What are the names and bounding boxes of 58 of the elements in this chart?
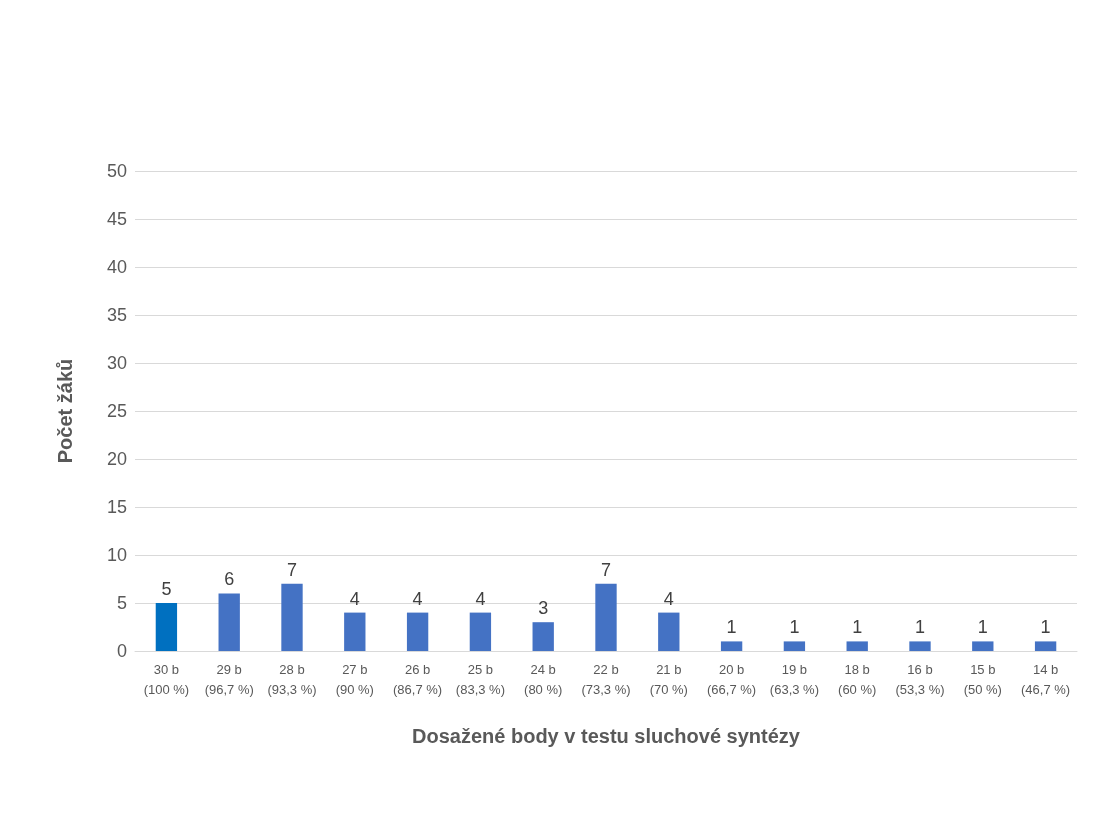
bar <box>720 641 743 651</box>
bar <box>846 641 868 651</box>
bar <box>281 583 303 651</box>
x-tick-label: 29 b (96,7 %) <box>204 661 254 697</box>
data-label: 1 <box>852 617 863 638</box>
x-tick-label: 26 b (86,7 %) <box>393 661 443 697</box>
y-tick-label: 40 <box>106 257 127 277</box>
x-tick-label: 22 b (73,3 %) <box>581 661 631 697</box>
data-label: 5 <box>161 579 172 599</box>
x-axis-title: Dosažené body v testu sluchové syntézy <box>412 725 801 747</box>
y-tick-label: 50 <box>106 161 127 181</box>
x-tick-label: 27 b (90 %) <box>335 661 374 697</box>
y-tick-label: 30 <box>106 353 127 373</box>
x-tick-label: 20 b (66,7 %) <box>707 661 757 697</box>
x-tick-label: 14 b (46,7 %) <box>1021 661 1071 697</box>
data-label: 1 <box>1040 617 1051 638</box>
x-tick-label: 28 b (93,3 %) <box>267 661 317 697</box>
data-label: 4 <box>349 588 360 609</box>
data-label: 3 <box>538 598 549 619</box>
x-tick-label: 21 b (70 %) <box>649 661 688 697</box>
bar <box>972 641 994 651</box>
y-axis-title: Počet žáků <box>54 358 76 464</box>
bar <box>155 603 178 651</box>
x-tick-label: 30 b (100 %) <box>143 661 190 697</box>
data-label: 4 <box>475 588 486 609</box>
y-tick-label: 5 <box>116 593 127 613</box>
x-tick-label: 18 b (60 %) <box>838 661 877 697</box>
bar <box>532 622 554 651</box>
bar <box>658 612 680 651</box>
x-tick-label: 24 b (80 %) <box>524 661 563 697</box>
bar <box>783 641 806 651</box>
x-tick-label: 19 b (63,3 %) <box>769 661 819 697</box>
bar <box>344 612 366 651</box>
y-tick-label: 25 <box>106 401 127 421</box>
bar <box>218 593 240 651</box>
bar <box>1034 641 1057 651</box>
bar <box>469 612 492 651</box>
y-tick-label: 15 <box>106 497 127 517</box>
x-tick-label: 16 b (53,3 %) <box>895 661 945 697</box>
x-tick-label: 15 b (50 %) <box>963 661 1002 697</box>
y-tick-label: 45 <box>106 209 127 229</box>
data-label: 1 <box>914 617 926 638</box>
data-label: 1 <box>977 617 988 638</box>
data-label: 4 <box>412 588 423 609</box>
bar <box>595 583 617 651</box>
data-label: 1 <box>726 617 737 638</box>
y-tick-label: 10 <box>106 545 127 565</box>
y-tick-label: 20 <box>106 449 127 469</box>
y-tick-label: 0 <box>116 641 127 661</box>
bar <box>406 612 429 651</box>
x-tick-label: 25 b (83,3 %) <box>455 661 505 697</box>
data-label: 1 <box>789 617 800 638</box>
data-label: 7 <box>600 559 612 580</box>
data-label: 6 <box>224 569 235 590</box>
y-tick-label: 35 <box>106 305 127 325</box>
data-label: 4 <box>663 588 674 609</box>
bar <box>909 641 931 651</box>
data-label: 7 <box>286 559 298 580</box>
